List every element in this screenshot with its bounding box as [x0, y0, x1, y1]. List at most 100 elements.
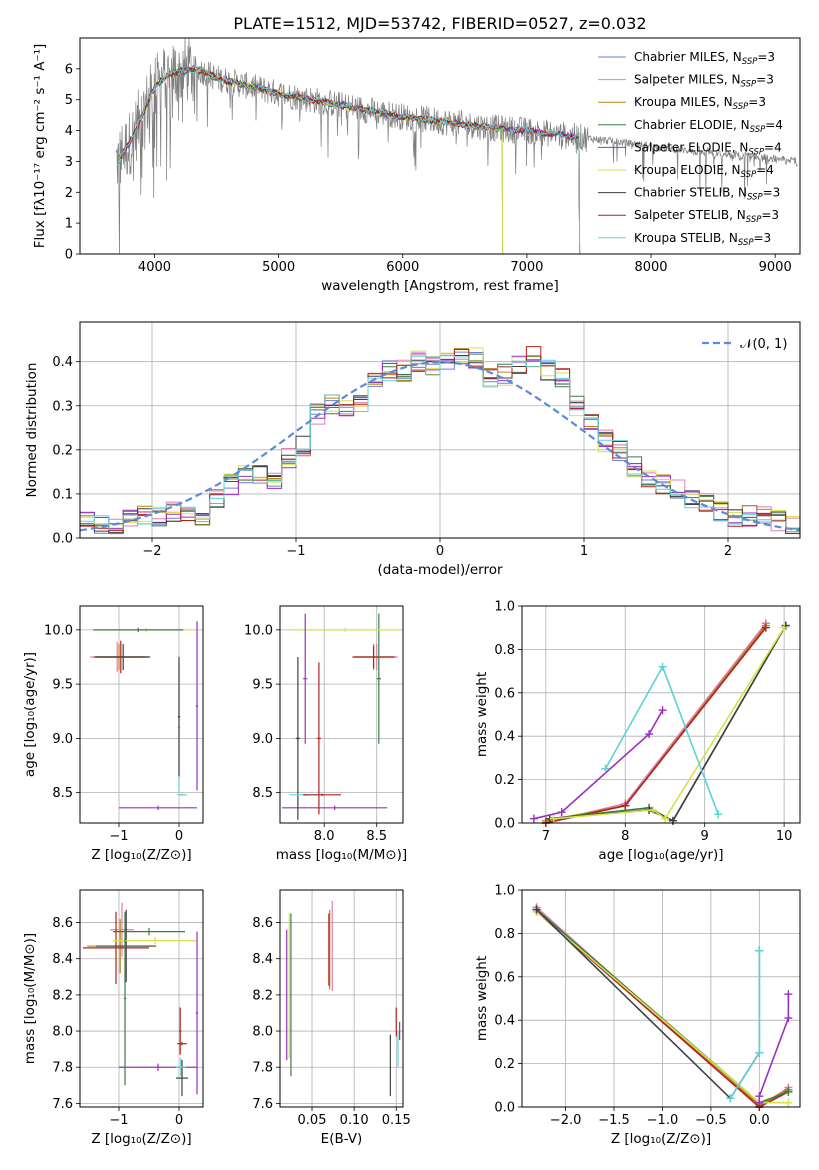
x-tick-label: 4000	[138, 260, 171, 275]
spectrum-legend: Chabrier MILES, NSSP=3 Salpeter MILES, NS…	[598, 50, 783, 248]
y-axis-label: mass weight	[474, 956, 490, 1041]
axes-frame	[521, 605, 801, 824]
x-tick-label: −0.5	[695, 1113, 727, 1128]
y-tick-label: 1	[65, 217, 73, 232]
y-tick-label: 2	[65, 186, 73, 201]
error-bar	[376, 613, 381, 744]
axes-frame	[279, 605, 404, 824]
errorbar-plot-area	[286, 900, 401, 1097]
error-bar	[119, 805, 197, 810]
x-tick-label: −2	[142, 544, 161, 559]
x-tick-label: 9000	[759, 260, 792, 275]
y-axis-label: mass weight	[474, 672, 490, 757]
y-tick-label: 0.3	[52, 399, 73, 414]
weight-point-marker	[780, 623, 789, 632]
y-tick-label: 0.8	[494, 643, 515, 658]
y-tick-label: 9.0	[52, 732, 73, 747]
x-tick-label: 1	[580, 544, 588, 559]
y-tick-label: 0.2	[494, 773, 515, 788]
x-tick-label: 9	[701, 829, 709, 844]
x-axis-label: mass [log₁₀(M/M⊙)]	[276, 847, 407, 863]
y-tick-label: 3	[65, 155, 73, 170]
y-tick-label: 1.0	[494, 884, 515, 899]
weight-point-marker	[529, 814, 538, 823]
weight-point-marker	[755, 946, 764, 955]
y-axis-label: Normed distribution	[24, 363, 40, 498]
histogram-legend: 𝒩(0, 1)	[702, 337, 787, 352]
weight-vs-metallicity-panel: −2.0 −1.5 −1.0 −0.5 0.0 0.0 0.2 0.4 0.6 0.8 1.0 Z […	[474, 884, 801, 1147]
weight-point-marker	[658, 706, 667, 715]
y-tick-label: 5	[65, 93, 73, 108]
y-tick-label: 0.6	[494, 686, 515, 701]
axes-frame	[521, 889, 801, 1108]
error-bar	[177, 793, 187, 796]
legend-label: Salpeter MILES, NSSP=3	[634, 73, 774, 90]
y-tick-label: 1.0	[494, 600, 515, 615]
x-tick-label: −1	[286, 544, 305, 559]
x-tick-label: −2.0	[550, 1113, 582, 1128]
error-bar	[282, 805, 388, 810]
y-axis-label: age [log₁₀(age/yr)]	[22, 652, 38, 777]
weight-point-marker	[557, 808, 566, 817]
errorbar-plot-area	[83, 902, 199, 1097]
y-tick-label: 9.5	[52, 678, 73, 693]
y-tick-label: 4	[65, 124, 73, 139]
y-tick-label: 7.8	[252, 1061, 273, 1076]
x-tick-label: 8	[621, 829, 629, 844]
legend-label: Chabrier STELIB, NSSP=3	[634, 186, 780, 203]
axes-frame	[79, 321, 801, 539]
legend-label: Kroupa ELODIE, NSSP=4	[634, 163, 774, 180]
error-bar	[179, 1007, 182, 1055]
y-tick-label: 7.6	[252, 1097, 273, 1112]
legend-label: Kroupa STELIB, NSSP=3	[634, 231, 771, 248]
error-bar	[177, 656, 181, 777]
error-bar	[303, 613, 308, 744]
error-bar	[195, 931, 199, 1095]
histogram-step-line	[80, 355, 800, 530]
x-tick-label: 8.0	[314, 829, 335, 844]
x-tick-label: 0.0	[749, 1113, 770, 1128]
age-vs-mass-panel: 8.0 8.5 8.5 9.0 9.5 10.0 mass [log₁₀(M/M⊙)]	[244, 605, 407, 863]
weight-point-marker	[784, 1014, 793, 1023]
axes-frame	[79, 37, 801, 255]
y-tick-label: 7.6	[52, 1097, 73, 1112]
age-vs-metallicity-panel: −1 0 8.5 9.0 9.5 10.0 Z [log₁₀(Z/Z⊙)] age [log₁…	[22, 605, 204, 863]
x-tick-label: 5000	[262, 260, 295, 275]
figure-title: PLATE=1512, MJD=53742, FIBERID=0527, z=0…	[233, 14, 646, 33]
error-bar	[295, 656, 300, 820]
y-tick-label: 0.2	[52, 443, 73, 458]
weight-point-marker	[621, 801, 630, 810]
x-axis-label: Z [log₁₀(Z/Z⊙)]	[611, 1131, 711, 1147]
x-tick-label: 8.5	[366, 829, 387, 844]
x-axis-label: E(B-V)	[321, 1131, 363, 1147]
spectrum-panel: 4000 5000 6000 7000 8000 9000 0 1 2 3 4 5 6 wavelengt…	[32, 37, 801, 294]
x-tick-label: 10	[776, 829, 793, 844]
y-tick-label: 0.6	[494, 970, 515, 985]
error-bar	[292, 627, 398, 633]
error-bar	[96, 643, 151, 671]
error-bar	[176, 1059, 188, 1097]
y-tick-label: 0.4	[52, 355, 73, 370]
x-axis-label: wavelength [Angstrom, rest frame]	[321, 278, 559, 294]
x-tick-label: 6000	[386, 260, 419, 275]
y-tick-label: 0.4	[494, 730, 515, 745]
histogram-plot-area	[80, 346, 800, 535]
weight-vs-age-panel: 7 8 9 10 0.0 0.2 0.4 0.6 0.8 1.0 age [log₁₀(age/yr…	[474, 600, 801, 863]
error-bar	[93, 627, 184, 633]
y-axis-label: mass [log₁₀(M/M⊙)]	[22, 933, 38, 1064]
error-bar	[96, 909, 157, 983]
y-tick-label: 0.0	[494, 1101, 515, 1116]
weight-point-marker	[658, 662, 667, 671]
x-tick-label: −1.0	[647, 1113, 679, 1128]
x-tick-label: 0	[175, 829, 183, 844]
x-tick-label: −1	[109, 829, 128, 844]
y-tick-label: 8.6	[52, 916, 73, 931]
axes-frame	[79, 889, 204, 1108]
y-tick-label: 8.5	[252, 786, 273, 801]
error-bar	[177, 1041, 187, 1046]
y-tick-label: 8.2	[52, 988, 73, 1003]
legend-label: Salpeter STELIB, NSSP=3	[634, 208, 779, 225]
x-tick-label: 0	[436, 544, 444, 559]
